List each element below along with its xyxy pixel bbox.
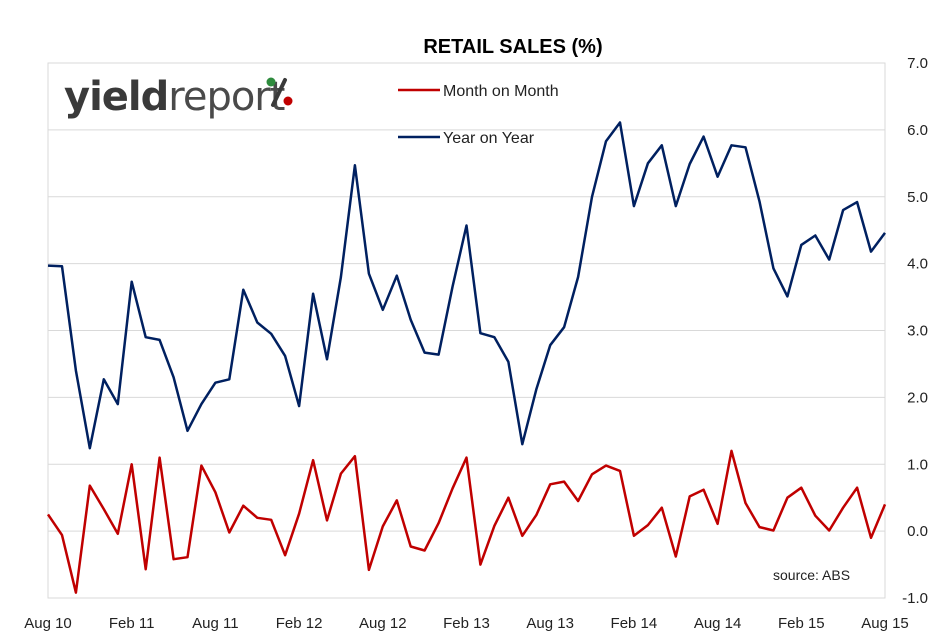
y-axis-right: 7.0 6.0 5.0 4.0 3.0 2.0 1.0 0.0 -1.0 [902,55,928,607]
legend-label-mom: Month on Month [443,83,559,100]
logo-light-word: report [168,74,284,120]
y-tick-label: 7.0 [907,55,928,72]
x-tick-label: Feb 14 [611,615,658,632]
x-axis: Aug 10 Feb 11 Aug 11 Feb 12 Aug 12 Feb 13 Aug … [24,615,909,632]
y-tick-label: 4.0 [907,256,928,273]
y-tick-label: 0.0 [907,523,928,540]
y-tick-label: -1.0 [902,590,928,607]
x-tick-label: Aug 10 [24,615,72,632]
series-lines [46,121,887,594]
x-tick-label: Feb 12 [276,615,323,632]
y-tick-label: 1.0 [907,456,928,473]
gridlines [48,129,885,532]
legend: Month on Month Year on Year [398,83,559,147]
percent-logo-icon [266,77,293,107]
x-tick-label: Aug 12 [359,615,407,632]
x-tick-label: Feb 11 [109,615,155,632]
x-tick-label: Feb 15 [778,615,825,632]
logo-main-word: yield [64,74,168,120]
y-tick-label: 5.0 [907,189,928,206]
x-tick-label: Feb 13 [443,615,490,632]
logo: yieldreport [64,74,293,120]
chart-title: RETAIL SALES (%) [423,36,602,58]
legend-label-yoy: Year on Year [443,130,535,147]
logo-text: yieldreport [64,74,285,120]
y-tick-label: 3.0 [907,323,928,340]
x-tick-label: Aug 14 [694,615,742,632]
x-tick-label: Aug 13 [526,615,574,632]
series-line-year-on-year [47,121,887,450]
y-tick-label: 6.0 [907,122,928,139]
series-line-month-on-month [46,449,887,594]
x-tick-label: Aug 15 [861,615,909,632]
y-tick-label: 2.0 [907,389,928,406]
source-note: source: ABS [773,567,850,583]
x-tick-label: Aug 11 [192,615,238,632]
